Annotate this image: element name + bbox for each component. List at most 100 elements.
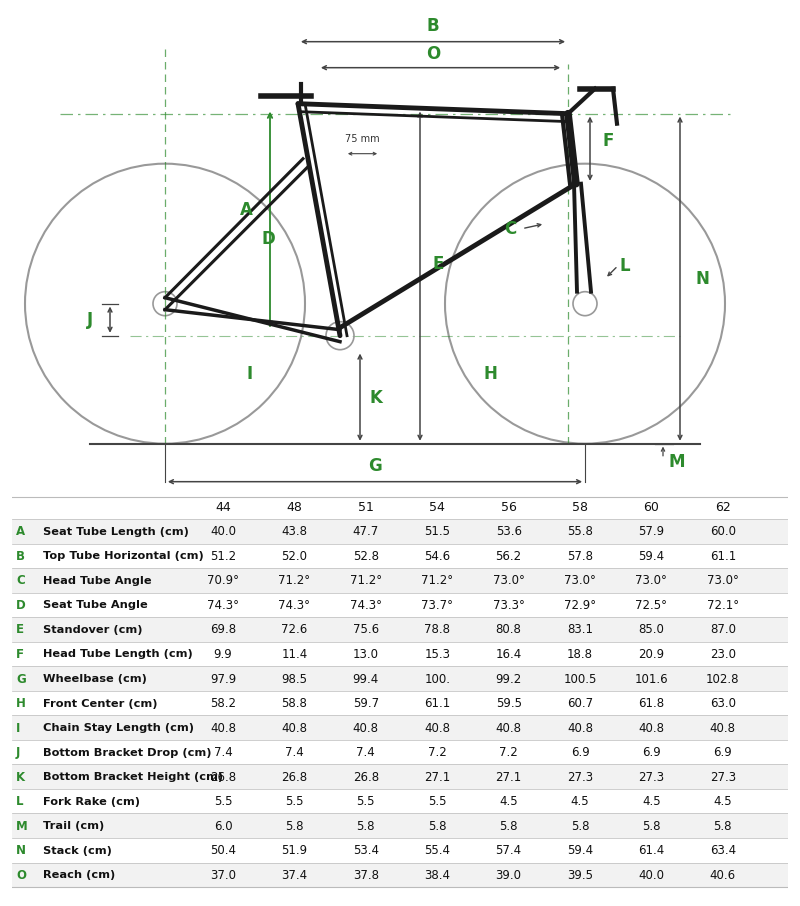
Bar: [12, 519, 788, 544]
Text: 80.8: 80.8: [496, 623, 522, 636]
Text: 61.8: 61.8: [638, 697, 665, 710]
Text: 27.3: 27.3: [567, 771, 593, 784]
Text: 5.8: 5.8: [357, 820, 375, 833]
Text: 98.5: 98.5: [282, 672, 307, 686]
Text: 78.8: 78.8: [424, 623, 450, 636]
Text: 72.5°: 72.5°: [635, 599, 667, 612]
Text: 40.8: 40.8: [496, 721, 522, 735]
Text: 44: 44: [215, 501, 231, 514]
Text: 37.8: 37.8: [353, 869, 379, 882]
Text: 6.9: 6.9: [570, 747, 590, 759]
Text: 60.7: 60.7: [567, 697, 593, 710]
Text: 70.9°: 70.9°: [207, 574, 239, 587]
Text: 75 mm: 75 mm: [345, 134, 379, 144]
Bar: [12, 863, 788, 887]
Text: 37.0: 37.0: [210, 869, 236, 882]
Text: Seat Tube Angle: Seat Tube Angle: [43, 601, 148, 611]
Text: L: L: [16, 795, 23, 808]
Text: 40.8: 40.8: [210, 721, 236, 735]
Text: L: L: [620, 256, 630, 275]
Text: 73.0°: 73.0°: [707, 574, 738, 587]
Text: 72.9°: 72.9°: [564, 599, 596, 612]
Text: 97.9: 97.9: [210, 672, 236, 686]
Text: 83.1: 83.1: [567, 623, 593, 636]
Text: 101.6: 101.6: [634, 672, 668, 686]
Text: 72.6: 72.6: [282, 623, 307, 636]
Text: 52.8: 52.8: [353, 550, 379, 563]
Bar: [12, 617, 788, 641]
Bar: [12, 716, 788, 740]
Text: 53.6: 53.6: [496, 525, 522, 538]
Text: 51: 51: [358, 501, 374, 514]
Text: G: G: [368, 457, 382, 475]
Text: 63.4: 63.4: [710, 844, 736, 857]
Text: 51.5: 51.5: [424, 525, 450, 538]
Text: 100.5: 100.5: [563, 672, 597, 686]
Text: 5.8: 5.8: [570, 820, 590, 833]
Text: E: E: [432, 255, 444, 273]
Text: N: N: [695, 270, 709, 288]
Text: G: G: [16, 672, 26, 686]
Text: Reach (cm): Reach (cm): [43, 871, 115, 881]
Text: D: D: [16, 599, 26, 612]
Text: Top Tube Horizontal (cm): Top Tube Horizontal (cm): [43, 552, 204, 562]
Text: 60: 60: [643, 501, 659, 514]
Text: 56: 56: [501, 501, 517, 514]
Text: 62: 62: [715, 501, 730, 514]
Text: 55.8: 55.8: [567, 525, 593, 538]
Text: Stack (cm): Stack (cm): [43, 846, 112, 856]
Text: 58.8: 58.8: [282, 697, 307, 710]
Text: Standover (cm): Standover (cm): [43, 625, 142, 635]
Text: 4.5: 4.5: [714, 795, 732, 808]
Text: 71.2°: 71.2°: [421, 574, 454, 587]
Text: Head Tube Length (cm): Head Tube Length (cm): [43, 650, 193, 660]
Text: 40.8: 40.8: [353, 721, 379, 735]
Text: B: B: [426, 16, 439, 34]
Text: 5.8: 5.8: [642, 820, 661, 833]
Text: 40.8: 40.8: [282, 721, 307, 735]
Text: J: J: [87, 311, 93, 329]
Text: 87.0: 87.0: [710, 623, 736, 636]
Text: 43.8: 43.8: [282, 525, 307, 538]
Text: Trail (cm): Trail (cm): [43, 821, 104, 831]
Text: 40.6: 40.6: [710, 869, 736, 882]
Text: K: K: [370, 389, 382, 407]
Text: 52.0: 52.0: [282, 550, 307, 563]
Text: 27.1: 27.1: [495, 771, 522, 784]
Text: 4.5: 4.5: [570, 795, 590, 808]
Text: 63.0: 63.0: [710, 697, 736, 710]
Text: Seat Tube Length (cm): Seat Tube Length (cm): [43, 526, 189, 536]
Text: Chain Stay Length (cm): Chain Stay Length (cm): [43, 723, 194, 733]
Text: 99.2: 99.2: [495, 672, 522, 686]
Text: 40.8: 40.8: [710, 721, 736, 735]
Text: 72.1°: 72.1°: [706, 599, 739, 612]
Text: 51.9: 51.9: [282, 844, 307, 857]
Text: 39.5: 39.5: [567, 869, 593, 882]
Text: 5.8: 5.8: [286, 820, 304, 833]
Text: A: A: [16, 525, 25, 538]
Text: 4.5: 4.5: [642, 795, 661, 808]
Text: 5.5: 5.5: [428, 795, 446, 808]
Text: 5.5: 5.5: [286, 795, 304, 808]
Text: C: C: [504, 219, 516, 237]
Text: F: F: [602, 131, 614, 149]
Text: 27.3: 27.3: [638, 771, 665, 784]
Text: 74.3°: 74.3°: [278, 599, 310, 612]
Text: 13.0: 13.0: [353, 648, 379, 661]
Text: 61.1: 61.1: [424, 697, 450, 710]
Text: Head Tube Angle: Head Tube Angle: [43, 576, 152, 586]
Text: 85.0: 85.0: [638, 623, 664, 636]
Text: I: I: [247, 365, 253, 382]
Text: 5.8: 5.8: [714, 820, 732, 833]
Text: 59.4: 59.4: [567, 844, 593, 857]
Text: 40.8: 40.8: [638, 721, 665, 735]
Text: I: I: [16, 721, 20, 735]
Text: 57.9: 57.9: [638, 525, 665, 538]
Text: 59.5: 59.5: [496, 697, 522, 710]
Text: 40.8: 40.8: [424, 721, 450, 735]
Text: 71.2°: 71.2°: [350, 574, 382, 587]
Text: 6.9: 6.9: [714, 747, 732, 759]
Text: K: K: [16, 771, 25, 784]
Text: 40.0: 40.0: [638, 869, 665, 882]
Text: D: D: [261, 230, 275, 247]
